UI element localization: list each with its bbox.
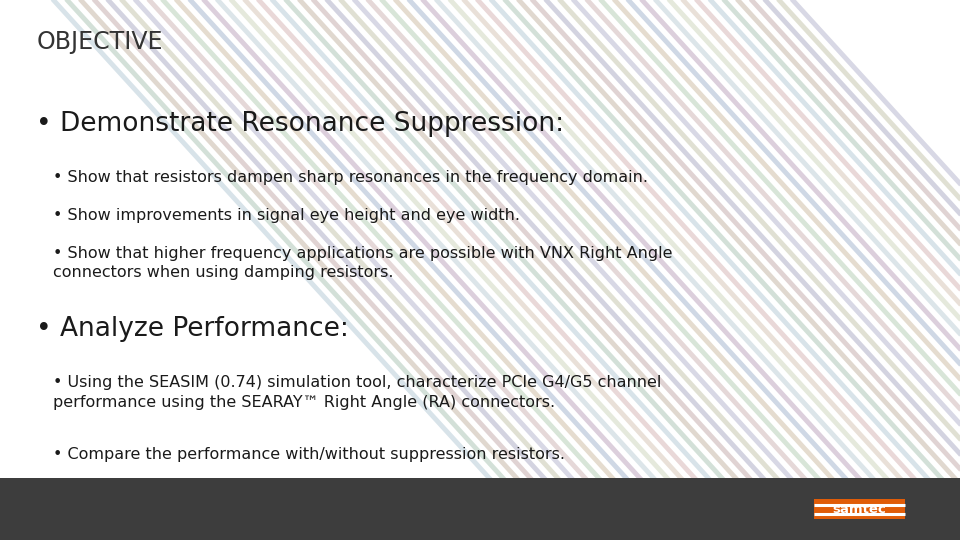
Text: • Demonstrate Resonance Suppression:: • Demonstrate Resonance Suppression: — [36, 111, 564, 137]
Text: • Show that higher frequency applications are possible with VNX Right Angle
conn: • Show that higher frequency application… — [53, 246, 672, 280]
Text: OBJECTIVE: OBJECTIVE — [36, 30, 163, 53]
Text: • Show that resistors dampen sharp resonances in the frequency domain.: • Show that resistors dampen sharp reson… — [53, 170, 648, 185]
Text: • Analyze Performance:: • Analyze Performance: — [36, 316, 349, 342]
Text: • Compare the performance with/without suppression resistors.: • Compare the performance with/without s… — [53, 447, 564, 462]
Text: samtec: samtec — [832, 503, 886, 516]
Bar — [0, 478, 960, 540]
Bar — [814, 499, 904, 519]
Text: • Show improvements in signal eye height and eye width.: • Show improvements in signal eye height… — [53, 208, 519, 223]
Text: • Using the SEASIM (0.74) simulation tool, characterize PCIe G4/G5 channel
perfo: • Using the SEASIM (0.74) simulation too… — [53, 375, 661, 409]
